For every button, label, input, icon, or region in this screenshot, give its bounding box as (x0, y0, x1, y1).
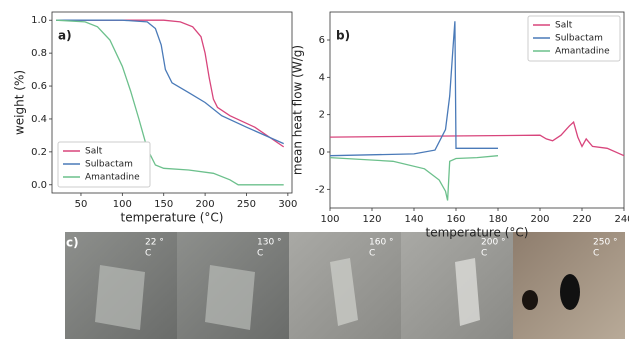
data-line (56, 19, 284, 145)
y-tick-label: 4 (319, 72, 325, 83)
x-tick-label: 50 (75, 199, 88, 210)
data-line (329, 120, 625, 157)
legend-label: Sulbactam (555, 34, 603, 44)
x-tick-label: 220 (572, 214, 591, 225)
x-tick-label: 200 (196, 199, 215, 210)
temperature-label: 22 ° (145, 238, 164, 248)
plot-frame (51, 11, 293, 194)
y-axis-label: weight (%) (13, 70, 27, 135)
photo-strip (65, 232, 625, 339)
unit-label: C (145, 249, 151, 259)
residue (522, 290, 538, 310)
x-axis-label: temperature (°C) (426, 226, 529, 240)
x-tick-label: 180 (488, 214, 507, 225)
data-line (329, 155, 499, 201)
y-tick-label: 2 (319, 110, 325, 121)
x-tick-label: 100 (320, 214, 339, 225)
unit-label: C (369, 249, 375, 259)
x-tick-label: 140 (404, 214, 423, 225)
legend-label: Amantadine (555, 47, 610, 57)
temperature-label: 130 ° (257, 238, 282, 248)
x-tick-label: 150 (154, 199, 173, 210)
y-tick-label: 0.4 (31, 114, 47, 125)
y-tick-label: 0.8 (31, 48, 47, 59)
x-tick-label: 250 (237, 199, 256, 210)
panel-label: b) (336, 29, 350, 43)
unit-label: C (593, 249, 599, 259)
legend-box (57, 141, 151, 188)
y-tick-label: 0.6 (31, 81, 47, 92)
crystal (455, 258, 480, 326)
crystal (330, 258, 358, 326)
temperature-label: 200 ° (481, 238, 506, 248)
x-tick-label: 240 (614, 214, 629, 225)
x-tick-label: 160 (446, 214, 465, 225)
y-axis-label: mean heat flow (W/g) (291, 45, 305, 175)
temperature-label: 250 ° (593, 238, 618, 248)
x-tick-label: 100 (113, 199, 132, 210)
legend-label: Amantadine (85, 173, 140, 183)
unit-label: C (481, 249, 487, 259)
crystal (95, 265, 145, 330)
y-tick-label: 0 (319, 147, 325, 158)
x-axis-label: temperature (°C) (121, 211, 224, 225)
temperature-label: 160 ° (369, 238, 394, 248)
crystal (205, 265, 255, 330)
x-tick-label: 300 (278, 199, 297, 210)
y-tick-label: 0.0 (31, 180, 47, 191)
legend-label: Salt (85, 147, 103, 157)
legend-box (527, 15, 621, 62)
plot-frame (329, 11, 625, 209)
legend-label: Sulbactam (85, 160, 133, 170)
data-line (56, 19, 285, 148)
data-line (329, 21, 498, 157)
x-tick-label: 120 (362, 214, 381, 225)
residue (560, 274, 580, 310)
panel-label: c) (66, 236, 79, 250)
legend-label: Salt (555, 21, 573, 31)
y-tick-label: 6 (319, 35, 325, 46)
y-tick-label: -2 (315, 184, 325, 195)
y-tick-label: 1.0 (31, 15, 47, 26)
y-tick-label: 0.2 (31, 147, 47, 158)
panel-label: a) (58, 29, 72, 43)
unit-label: C (257, 249, 263, 259)
x-tick-label: 200 (530, 214, 549, 225)
